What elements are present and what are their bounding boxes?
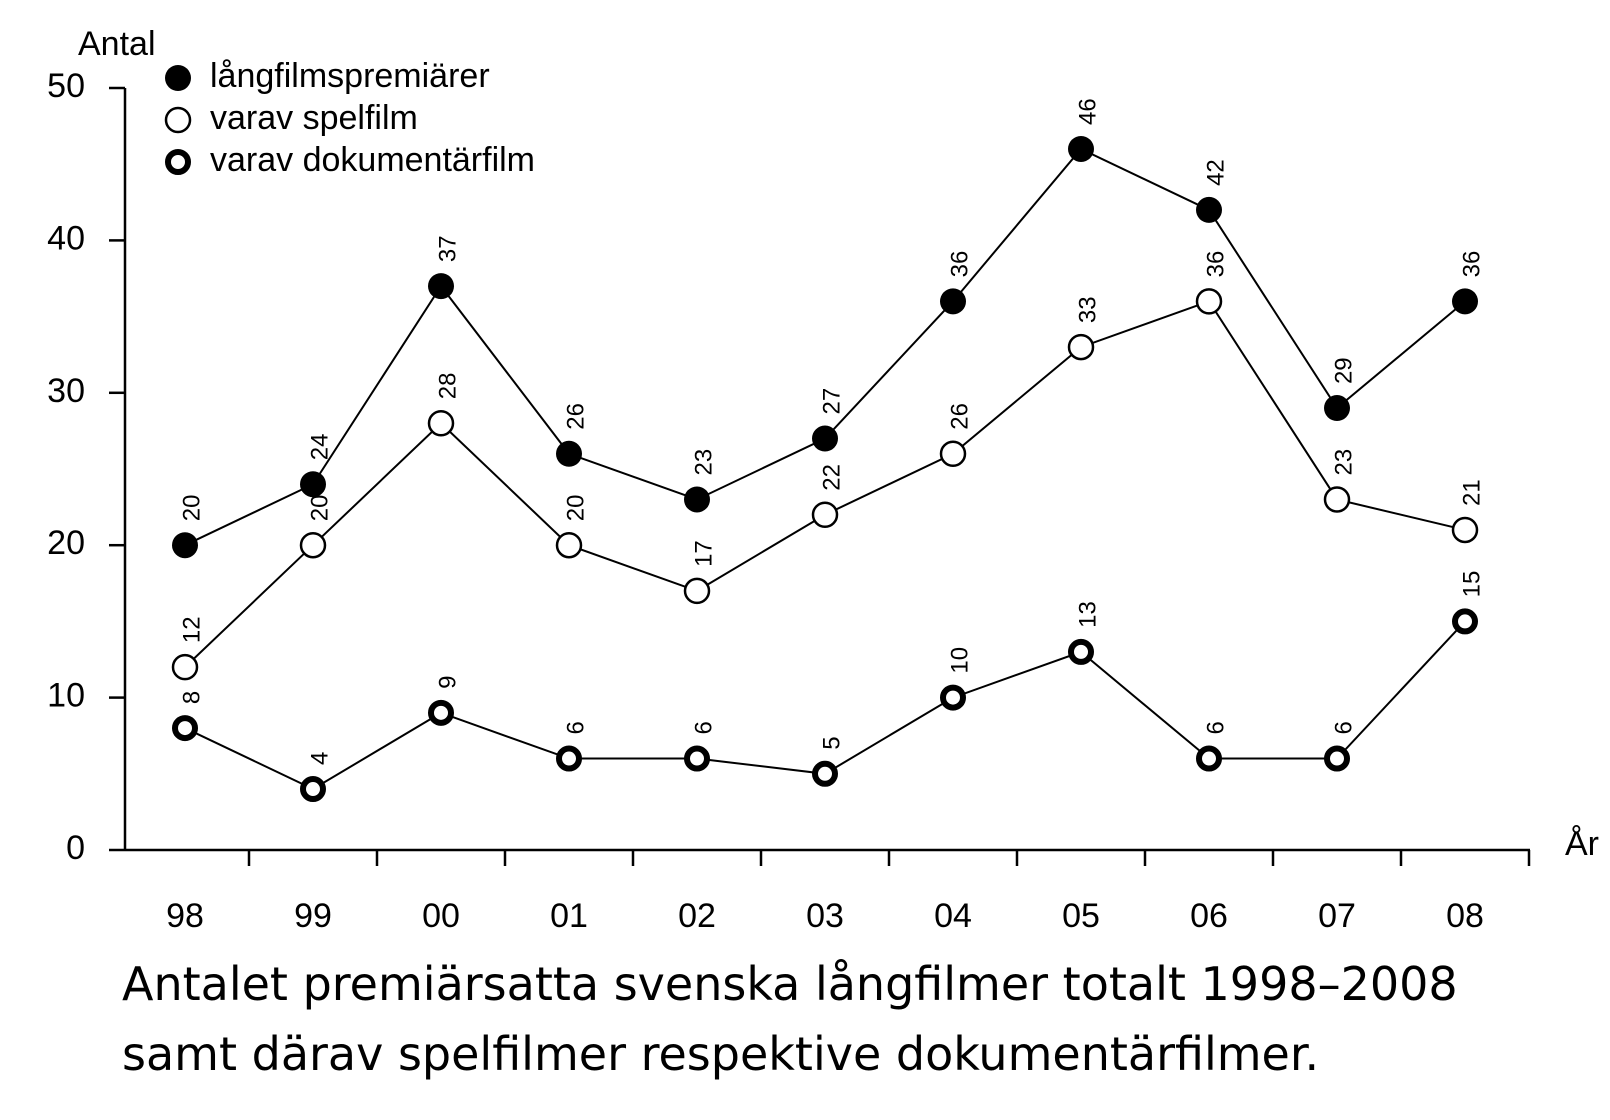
data-label: 10 <box>946 647 973 674</box>
caption: samt därav spelfilmer respektive dokumen… <box>122 1027 1319 1081</box>
marker <box>684 745 710 772</box>
marker <box>1195 288 1223 315</box>
marker <box>1324 395 1350 422</box>
x-tick-label: 01 <box>550 897 588 935</box>
data-label: 6 <box>562 721 589 734</box>
data-label: 24 <box>306 434 333 461</box>
data-label: 20 <box>178 494 205 521</box>
data-label: 42 <box>1202 159 1229 186</box>
x-axis-label: År <box>1565 825 1599 863</box>
marker <box>1196 196 1222 223</box>
caption: Antalet premiärsatta svenska långfilmer … <box>122 957 1458 1011</box>
data-label: 12 <box>178 616 205 643</box>
marker <box>1452 608 1478 635</box>
data-label: 8 <box>178 691 205 704</box>
data-label: 36 <box>1458 251 1485 278</box>
data-label: 36 <box>1202 251 1229 278</box>
data-label: 37 <box>434 235 461 262</box>
marker <box>1068 135 1094 162</box>
marker <box>812 425 838 452</box>
marker <box>556 440 582 467</box>
data-label: 29 <box>1330 357 1357 384</box>
data-label: 20 <box>562 494 589 521</box>
data-label: 26 <box>946 403 973 430</box>
x-tick-label: 00 <box>422 897 460 935</box>
legend-label: långfilmspremiärer <box>210 57 490 95</box>
marker <box>812 760 838 787</box>
marker <box>428 699 454 726</box>
y-tick-label: 20 <box>47 524 85 562</box>
x-tick-label: 02 <box>678 897 716 935</box>
y-tick-label: 40 <box>47 219 85 257</box>
x-tick-label: 07 <box>1318 897 1356 935</box>
marker <box>165 65 191 91</box>
marker <box>940 684 966 711</box>
x-tick-label: 03 <box>806 897 844 935</box>
data-label: 36 <box>946 251 973 278</box>
data-label: 33 <box>1074 296 1101 323</box>
data-label: 5 <box>818 736 845 749</box>
y-tick-label: 10 <box>47 677 85 715</box>
marker <box>1068 638 1094 665</box>
data-label: 27 <box>818 388 845 415</box>
x-tick-label: 98 <box>166 897 204 935</box>
data-label: 20 <box>306 494 333 521</box>
x-tick-label: 04 <box>934 897 972 935</box>
marker <box>1196 745 1222 772</box>
marker <box>164 106 192 134</box>
marker <box>556 745 582 772</box>
marker <box>1452 288 1478 315</box>
y-tick-label: 50 <box>47 67 85 105</box>
marker <box>300 471 326 498</box>
x-tick-label: 99 <box>294 897 332 935</box>
data-label: 4 <box>306 752 333 765</box>
data-label: 23 <box>1330 449 1357 476</box>
data-label: 21 <box>1458 479 1485 506</box>
marker <box>428 273 454 300</box>
marker <box>427 410 455 437</box>
marker <box>940 288 966 315</box>
data-label: 22 <box>818 464 845 491</box>
marker <box>939 440 967 468</box>
marker <box>1324 745 1350 772</box>
marker <box>300 776 326 803</box>
y-tick-label: 30 <box>47 372 85 410</box>
x-tick-label: 05 <box>1062 897 1100 935</box>
marker <box>172 532 198 559</box>
x-tick-label: 06 <box>1190 897 1228 935</box>
data-label: 23 <box>690 449 717 476</box>
data-label: 46 <box>1074 98 1101 125</box>
marker <box>1323 486 1351 513</box>
data-label: 9 <box>434 675 461 688</box>
marker <box>811 501 839 528</box>
y-tick-label: 0 <box>66 829 85 867</box>
data-label: 6 <box>1202 721 1229 734</box>
marker <box>555 531 583 559</box>
marker <box>171 653 199 681</box>
marker <box>299 531 327 559</box>
data-label: 6 <box>1330 721 1357 734</box>
data-label: 26 <box>562 403 589 430</box>
marker <box>172 715 198 742</box>
data-label: 15 <box>1458 571 1485 598</box>
x-tick-label: 08 <box>1446 897 1484 935</box>
marker <box>165 149 191 175</box>
marker <box>684 486 710 513</box>
marker <box>1451 516 1479 544</box>
marker <box>1067 333 1095 361</box>
data-label: 28 <box>434 373 461 400</box>
data-label: 13 <box>1074 601 1101 628</box>
data-label: 17 <box>690 540 717 567</box>
legend-label: varav spelfilm <box>210 99 418 137</box>
marker <box>683 577 711 605</box>
y-axis-label: Antal <box>78 25 156 63</box>
data-label: 6 <box>690 721 717 734</box>
legend-label: varav dokumentärfilm <box>210 141 535 179</box>
